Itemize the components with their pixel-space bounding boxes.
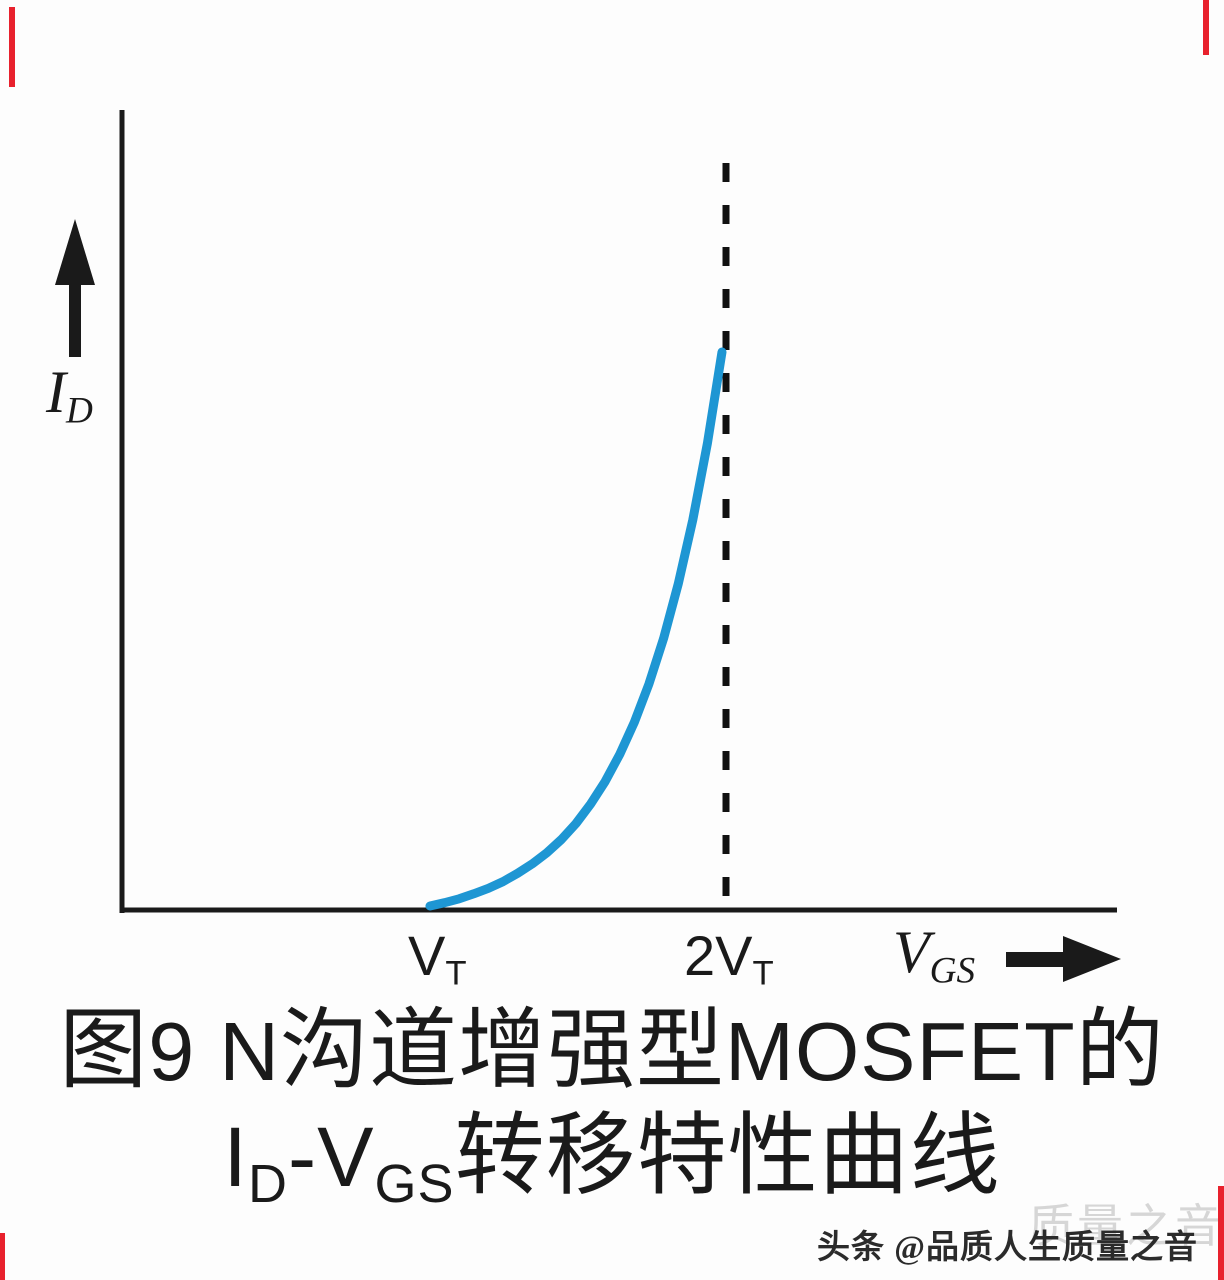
x-axis-label-sub: GS — [929, 950, 976, 992]
x-tick-2vt-sub: T — [752, 954, 774, 993]
caption1-latin-d: MOSFET — [725, 1005, 1076, 1098]
x-axis-label-base: V — [893, 919, 930, 985]
caption1-cjk-a: 图 — [59, 1003, 149, 1100]
figure-caption-line2: ID-VGS转移特性曲线 — [0, 1109, 1224, 1215]
caption2-v: V — [317, 1109, 375, 1204]
x-tick-2vt-base: 2V — [684, 924, 753, 987]
transfer-curve — [425, 347, 727, 911]
caption1-latin-b: 9 N — [148, 1005, 281, 1098]
red-edge-mark — [0, 1233, 5, 1280]
y-axis-label-base: I — [46, 359, 66, 425]
red-edge-mark — [9, 7, 15, 87]
x-tick-vt-base: V — [408, 924, 446, 987]
watermark-faint: 质量之音 — [1028, 1201, 1224, 1252]
x-axis-label: VGS — [893, 922, 975, 990]
watermark-byline: 头条 @品质人生质量之音 — [817, 1230, 1198, 1266]
x-axis-arrow-shaft — [1006, 952, 1070, 967]
x-tick-vt: VT — [408, 928, 467, 993]
figure-caption-line1: 图9 N沟道增强型MOSFET的 — [0, 1008, 1224, 1096]
caption2-i-sub: D — [247, 1154, 288, 1215]
y-axis-up-arrow-icon — [55, 219, 95, 357]
x-tick-2vt: 2VT — [684, 928, 774, 993]
caption1-cjk-e: 的 — [1075, 1003, 1165, 1100]
caption2-v-sub: GS — [374, 1154, 455, 1215]
caption2-i: I — [223, 1109, 248, 1204]
caption2-dash: - — [287, 1109, 318, 1204]
x-tick-vt-sub: T — [445, 954, 467, 993]
caption2-cjk: 转移特性曲线 — [454, 1107, 1001, 1206]
y-axis-label: ID — [46, 362, 93, 430]
y-axis-label-sub: D — [65, 390, 93, 432]
red-edge-mark — [1218, 1186, 1224, 1280]
x-axis-right-arrow-icon — [1063, 936, 1121, 982]
red-edge-mark — [1203, 0, 1209, 55]
caption1-cjk-c: 沟道增强型 — [280, 1003, 726, 1100]
